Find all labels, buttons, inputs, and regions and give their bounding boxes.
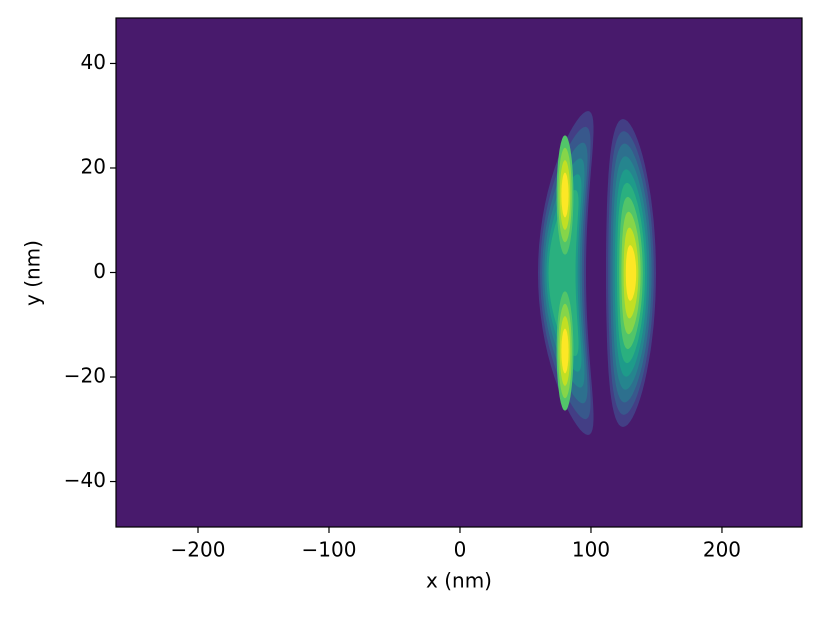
contour-level (561, 328, 569, 374)
contour-level (561, 172, 569, 218)
y-tick-label: −20 (64, 364, 106, 388)
y-axis-label: y (nm) (21, 240, 45, 306)
x-tick-label: 100 (572, 538, 610, 562)
contour-field (538, 111, 656, 435)
x-tick-label: 0 (454, 538, 467, 562)
x-tick-label: 200 (703, 538, 741, 562)
plot-background (116, 18, 802, 527)
x-tick-label: −200 (171, 538, 226, 562)
y-tick-label: 20 (81, 154, 106, 178)
y-tick-label: −40 (64, 468, 106, 492)
x-axis-label: x (nm) (426, 569, 492, 593)
y-tick-label: 0 (93, 259, 106, 283)
y-tick-label: 40 (81, 50, 106, 74)
x-tick-label: −100 (302, 538, 357, 562)
contour-level (625, 245, 637, 301)
